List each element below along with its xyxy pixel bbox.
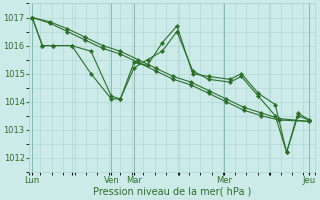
X-axis label: Pression niveau de la mer( hPa ): Pression niveau de la mer( hPa ) — [92, 187, 251, 197]
